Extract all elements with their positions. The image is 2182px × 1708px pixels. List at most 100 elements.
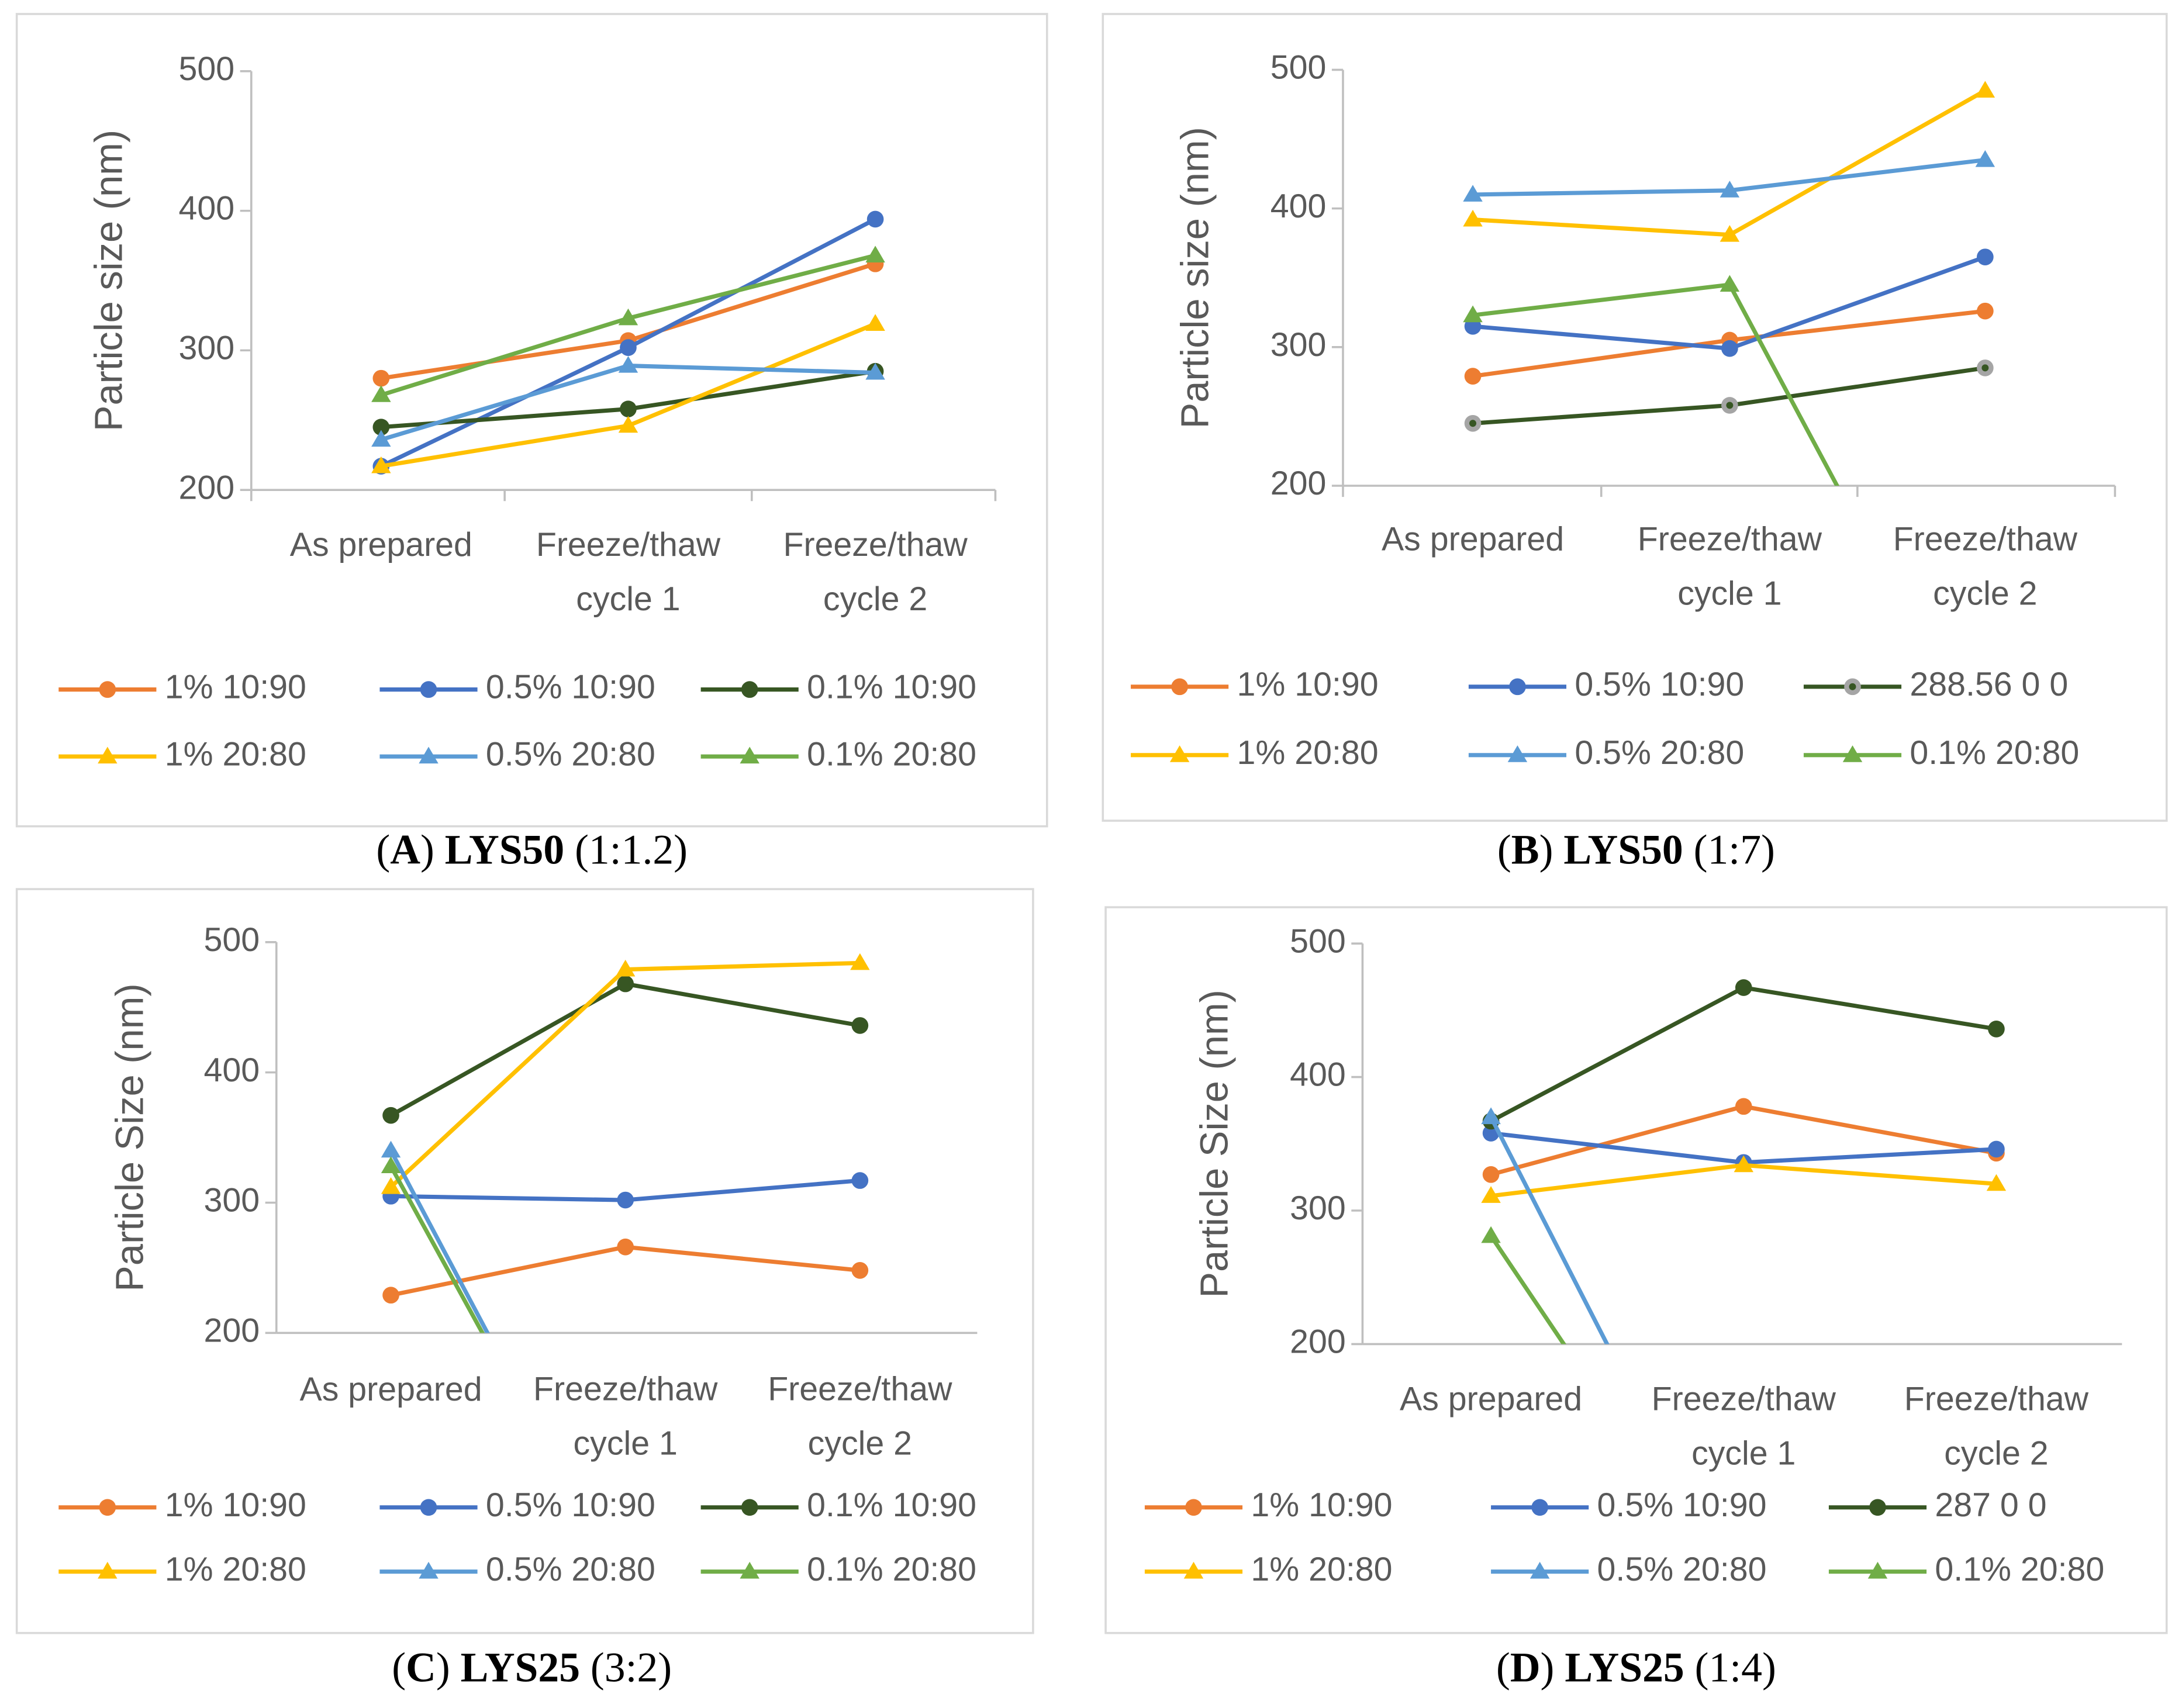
data-point [1720, 224, 1740, 242]
legend-marker [98, 1561, 118, 1579]
legend-label: 1% 20:80 [1251, 1551, 1392, 1588]
chart-frame [15, 888, 1034, 1634]
caption-part: ) [1539, 827, 1564, 873]
caption-part: ( [376, 827, 390, 873]
chart: 200 300 400 500 Particle size (nm) As prepare… [15, 13, 1048, 873]
caption: (A) LYS50 (1:1.2) [376, 827, 688, 873]
legend-marker [1867, 1561, 1888, 1579]
legend-label: 0.5% 10:90 [486, 669, 655, 706]
y-tick-label: 400 [204, 1052, 260, 1089]
data-point [381, 1140, 401, 1158]
data-point [865, 314, 885, 331]
legend-label: 0.5% 10:90 [1597, 1486, 1767, 1524]
legend-marker [1531, 1499, 1548, 1516]
y-tick-label: 400 [1290, 1056, 1346, 1094]
data-point [1977, 248, 1994, 265]
legend-marker [99, 681, 116, 698]
data-point [1720, 181, 1740, 198]
y-tick-label: 400 [179, 190, 235, 227]
legend-label: 0.5% 20:80 [1597, 1551, 1767, 1588]
data-point [851, 1172, 869, 1189]
legend-marker [740, 746, 759, 764]
caption-part: D [1510, 1645, 1541, 1691]
legend-label: 0.1% 20:80 [807, 1551, 976, 1588]
legend-label: 0.1% 20:80 [1910, 734, 2079, 772]
legend-label: 1% 10:90 [1237, 666, 1379, 703]
legend-marker [99, 1499, 116, 1516]
y-axis-label: Particle Size (nm) [108, 983, 151, 1291]
caption-part: LYS25 [461, 1645, 580, 1691]
data-point [618, 355, 638, 373]
legend-marker [1509, 678, 1526, 696]
data-point [1735, 979, 1752, 996]
x-tick-label: Freeze/thaw cycle 2 [783, 526, 968, 618]
x-tick-label: As prepared [1382, 521, 1564, 558]
x-tick-label: Freeze/thaw cycle 1 [1638, 521, 1822, 613]
legend-marker [1171, 678, 1188, 696]
caption-part: LYS25 [1565, 1645, 1684, 1691]
caption-part: ) [1541, 1645, 1565, 1691]
data-point [371, 430, 391, 447]
legend-marker [420, 681, 437, 698]
data-point [617, 975, 634, 993]
data-point [1720, 275, 1740, 292]
caption-part: ( [392, 1645, 406, 1691]
data-point [1463, 305, 1483, 323]
plot-area [381, 953, 870, 1333]
legend-marker [1507, 745, 1528, 762]
y-axis-label: Particle size (nm) [1173, 127, 1217, 428]
data-point [1463, 185, 1483, 202]
data-point-center [1469, 420, 1477, 427]
y-tick-label: 200 [204, 1312, 260, 1349]
legend-label: 1% 10:90 [165, 669, 306, 706]
y-tick-label: 400 [1270, 188, 1327, 225]
y-tick-label: 300 [1270, 326, 1327, 364]
legend-marker [1842, 745, 1863, 762]
data-point [372, 369, 390, 387]
data-point [1988, 1021, 2005, 1038]
data-point [865, 362, 885, 380]
data-point [850, 953, 870, 970]
data-point [372, 419, 390, 436]
legend-marker [741, 681, 758, 698]
x-tick-label: Freeze/thaw cycle 2 [768, 1371, 952, 1462]
x-tick-label: Freeze/thaw cycle 1 [536, 526, 721, 618]
legend-label: 0.1% 10:90 [807, 1486, 976, 1524]
caption: (D) LYS25 (1:4) [1496, 1645, 1776, 1691]
data-point [1975, 81, 1995, 98]
y-axis-label: Particle size (nm) [87, 130, 131, 431]
data-point [1975, 150, 1995, 167]
data-point [1986, 1174, 2007, 1191]
caption-part: B [1511, 827, 1539, 873]
y-tick-label: 300 [204, 1182, 260, 1219]
x-tick-label: Freeze/thaw cycle 1 [1652, 1380, 1836, 1472]
legend-marker [419, 746, 439, 764]
data-point [615, 959, 636, 977]
chart: 200 300 400 500 Particle Size (nm) As prepare… [1104, 906, 2168, 1691]
legend-marker [1169, 745, 1190, 762]
data-point [1481, 1186, 1501, 1203]
legend-label: 0.1% 10:90 [807, 669, 976, 706]
legend-marker [741, 1499, 758, 1516]
legend-label: 0.5% 20:80 [1575, 734, 1744, 772]
caption-part: (1:1.2) [564, 827, 688, 873]
legend-marker [1185, 1499, 1202, 1516]
x-tick-label: As prepared [299, 1371, 482, 1408]
legend-label: 0.5% 20:80 [486, 735, 655, 773]
caption-part: (3:2) [580, 1645, 672, 1691]
y-tick-label: 300 [1290, 1190, 1346, 1227]
y-tick-label: 500 [1290, 922, 1346, 960]
data-point [865, 246, 885, 262]
legend-label: 1% 10:90 [165, 1486, 306, 1524]
data-point [617, 1238, 634, 1256]
y-tick-label: 200 [1290, 1323, 1346, 1361]
legend-marker [1183, 1561, 1204, 1579]
data-point [371, 456, 391, 473]
data-point [618, 416, 638, 433]
data-point [381, 1177, 401, 1194]
chart-frame [15, 13, 1048, 828]
legend-marker [98, 746, 118, 764]
series-line [1472, 88, 1987, 237]
legend-label: 288.56 0 0 [1910, 666, 2068, 703]
data-point-center [1726, 402, 1734, 409]
